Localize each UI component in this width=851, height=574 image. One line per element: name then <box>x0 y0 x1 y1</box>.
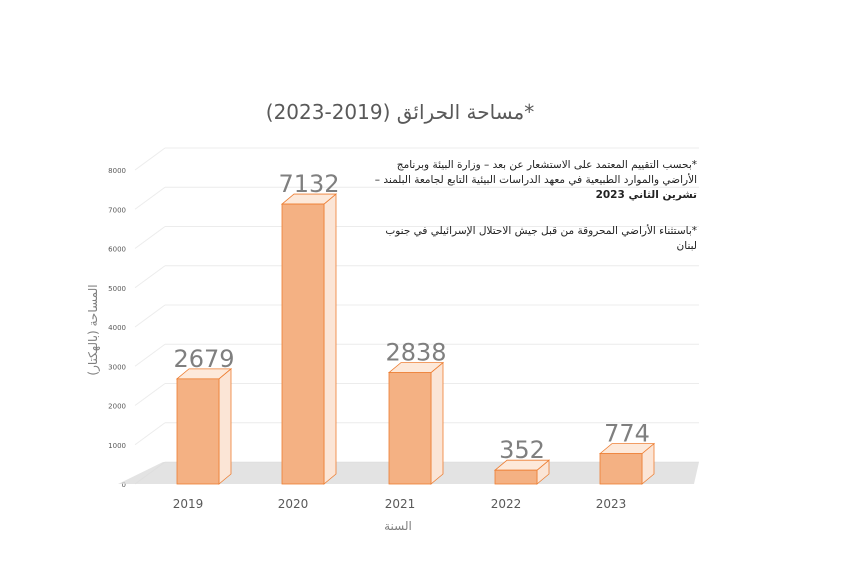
y-axis-label: المساحة (بالهكتار) <box>86 284 101 375</box>
bar <box>600 444 654 484</box>
x-tick-label: 2020 <box>278 497 309 511</box>
source-note-text: *بحسب التقييم المعتمد على الاستشعار عن ب… <box>375 159 697 186</box>
data-label: 774 <box>604 420 650 448</box>
bar-front <box>282 204 324 484</box>
y-tick-label: 7000 <box>108 206 126 214</box>
gridline-side <box>135 148 165 170</box>
x-tick-label: 2022 <box>491 497 522 511</box>
exclusion-note: *باستثناء الأراضي المحروقة من قبل جيش ال… <box>362 224 697 254</box>
y-tick-label: 2000 <box>108 403 126 411</box>
gridline-side <box>135 187 165 209</box>
x-tick-label: 2023 <box>596 497 627 511</box>
y-tick-label: 8000 <box>108 167 126 175</box>
data-label: 2838 <box>385 339 446 367</box>
bar-side <box>431 363 443 484</box>
bar <box>177 369 231 484</box>
gridline-side <box>135 344 165 366</box>
bar-front <box>177 379 219 484</box>
x-tick-label: 2019 <box>173 497 204 511</box>
gridline-side <box>135 227 165 249</box>
bar <box>389 363 443 484</box>
y-tick-label: 5000 <box>108 285 126 293</box>
bar-front <box>495 470 537 484</box>
x-axis-label: السنة <box>384 519 412 533</box>
bar <box>282 194 336 484</box>
bar-side <box>219 369 231 484</box>
gridline-side <box>135 384 165 406</box>
y-tick-label: 3000 <box>108 363 126 371</box>
data-label: 352 <box>499 436 545 464</box>
gridline-side <box>135 423 165 445</box>
gridline-side <box>135 266 165 288</box>
data-label: 2679 <box>173 345 234 373</box>
source-note-date: تشرين الثاني 2023 <box>596 189 697 201</box>
source-note: *بحسب التقييم المعتمد على الاستشعار عن ب… <box>362 158 697 203</box>
x-tick-label: 2021 <box>385 497 416 511</box>
y-tick-label: 6000 <box>108 246 126 254</box>
gridline-side <box>135 305 165 327</box>
bar-front <box>389 373 431 484</box>
y-tick-label: 4000 <box>108 324 126 332</box>
y-tick-label: 1000 <box>108 442 126 450</box>
bar-side <box>324 194 336 484</box>
bar-front <box>600 454 642 484</box>
data-label: 7132 <box>278 170 339 198</box>
